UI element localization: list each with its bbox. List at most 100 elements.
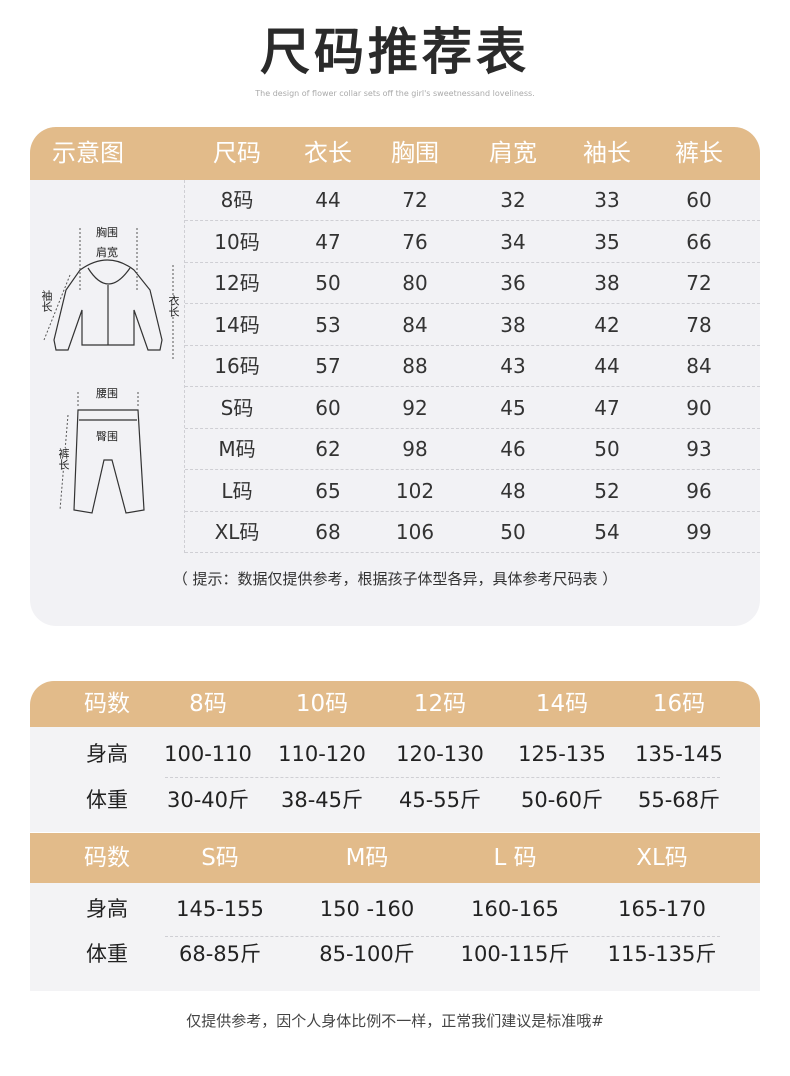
table-cell: 57 [315, 354, 341, 378]
diagram-label-waist: 腰围 [95, 387, 119, 400]
table-cell: 33 [594, 188, 620, 212]
table-cell: 66 [686, 229, 712, 254]
header-cell: 12码 [413, 691, 467, 717]
divider [165, 936, 720, 937]
table-cell: 72 [402, 188, 428, 212]
fit-table-header: 码数 8码 10码 12码 14码 16码 [30, 681, 760, 727]
table-row: 12码 50 80 36 38 72 [185, 263, 760, 304]
table-cell: 47 [594, 395, 620, 420]
table-cell: 44 [315, 188, 341, 212]
table-cell: 32 [500, 188, 526, 212]
table-cell: 38 [500, 312, 526, 337]
height-value: 150 -160 [319, 897, 415, 921]
weight-value: 115-135斤 [607, 942, 717, 966]
header-cell: 码数 [84, 691, 130, 717]
header-cell: L 码 [493, 845, 537, 871]
fit-table-2: 码数 S码 M码 L 码 XL码 身高 145-155 150 -160 160-165 165-… [30, 833, 760, 991]
table-cell: 93 [686, 437, 712, 461]
table-cell: 68 [315, 520, 341, 544]
table-cell: 38 [594, 271, 620, 295]
height-value: 165-170 [618, 897, 706, 921]
table-cell: 44 [594, 354, 620, 378]
header-cell: 14码 [535, 691, 589, 717]
column-header: 裤长 [675, 139, 723, 167]
column-header: 衣长 [304, 139, 352, 167]
column-header: 袖长 [583, 139, 631, 167]
table-cell: 62 [315, 437, 341, 461]
height-value: 160-165 [471, 897, 559, 921]
height-value: 145-155 [176, 897, 264, 921]
row-label: 身高 [86, 897, 128, 921]
diagram-label-sleeve: 袖长 [40, 290, 53, 312]
table-row: S码 60 92 45 47 90 [185, 388, 760, 429]
table-cell: 34 [500, 229, 526, 254]
height-value: 100-110 [164, 742, 252, 766]
table-cell: 90 [686, 395, 712, 420]
size-table: 示意图 尺码 衣长 胸围 肩宽 袖长 裤长 胸围 肩宽 袖长 衣长 腰围 臀围 裤长 8码 4… [30, 127, 760, 626]
weight-value: 50-60斤 [520, 788, 604, 812]
table-cell: 76 [402, 229, 428, 254]
column-header: 尺码 [213, 139, 261, 167]
table-cell: 10码 [214, 229, 260, 254]
page-title: 尺码推荐表 [260, 23, 530, 81]
table-cell: 50 [315, 271, 341, 295]
header-cell: XL码 [636, 845, 688, 871]
size-diagram: 胸围 肩宽 袖长 衣长 腰围 臀围 裤长 [30, 180, 185, 553]
header-cell: S码 [201, 845, 239, 871]
header-cell: M码 [345, 845, 389, 871]
row-label: 体重 [86, 788, 128, 812]
header-cell: 16码 [652, 691, 706, 717]
table-cell: 52 [594, 478, 620, 503]
table-cell: 106 [395, 520, 435, 544]
table-cell: 35 [594, 229, 620, 254]
table-cell: 60 [686, 188, 712, 212]
table-cell: 78 [686, 312, 712, 337]
weight-value: 55-68斤 [637, 788, 721, 812]
table-cell: 48 [500, 478, 526, 503]
table-cell: 45 [500, 395, 526, 420]
weight-value: 38-45斤 [280, 788, 364, 812]
table-row: XL码 68 106 50 54 99 [185, 512, 760, 553]
table-cell: 98 [402, 437, 428, 461]
table-cell: 14码 [214, 312, 260, 337]
table-cell: 99 [686, 520, 712, 544]
diagram-label-shoulder: 肩宽 [95, 246, 119, 259]
table-row: 8码 44 72 32 33 60 [185, 180, 760, 221]
table-cell: 42 [594, 312, 620, 337]
size-table-header: 示意图 尺码 衣长 胸围 肩宽 袖长 裤长 [30, 127, 760, 180]
table-cell: 50 [500, 520, 526, 544]
table-cell: 36 [500, 271, 526, 295]
table-row: 10码 47 76 34 35 66 [185, 222, 760, 263]
row-label: 体重 [86, 942, 128, 966]
table-cell: 80 [402, 271, 428, 295]
size-note: （ 提示：数据仅提供参考，根据孩子体型各异，具体参考尺码表 ） [172, 570, 618, 588]
diagram-label-chest: 胸围 [95, 226, 119, 239]
table-cell: 65 [315, 478, 341, 503]
table-cell: 84 [402, 312, 428, 337]
table-cell: L码 [221, 478, 253, 503]
table-cell: 12码 [214, 271, 260, 295]
weight-value: 68-85斤 [178, 942, 262, 966]
row-label: 身高 [86, 742, 128, 766]
height-value: 120-130 [396, 742, 484, 766]
diagram-label-length: 衣长 [167, 295, 180, 317]
column-header: 肩宽 [489, 139, 537, 167]
divider [165, 777, 720, 778]
table-cell: M码 [218, 437, 256, 461]
weight-value: 85-100斤 [319, 942, 415, 966]
table-row: 16码 57 88 43 44 84 [185, 346, 760, 387]
table-row: 14码 53 84 38 42 78 [185, 305, 760, 346]
table-cell: 102 [395, 478, 435, 503]
diagram-label-hip: 臀围 [95, 430, 119, 443]
diagram-label-pants-length: 裤长 [57, 448, 70, 470]
table-cell: 43 [500, 354, 526, 378]
height-value: 125-135 [518, 742, 606, 766]
table-cell: 53 [315, 312, 341, 337]
page-subtitle: The design of flower collar sets off the… [255, 89, 535, 98]
weight-value: 30-40斤 [166, 788, 250, 812]
table-cell: 46 [500, 437, 526, 461]
footer-note: 仅提供参考，因个人身体比例不一样，正常我们建议是标准哦# [186, 1012, 604, 1030]
table-cell: 47 [315, 229, 341, 254]
header-cell: 8码 [189, 691, 227, 717]
column-header: 胸围 [391, 139, 439, 167]
